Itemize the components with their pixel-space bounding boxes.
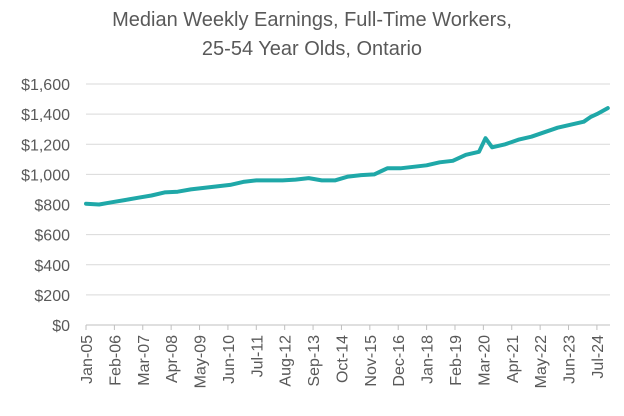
x-tick-label: Mar-07 [136, 335, 153, 386]
y-tick-label: $1,400 [21, 107, 70, 124]
x-tick-label: Jan-18 [420, 335, 437, 384]
x-tick-label: Sep-13 [306, 335, 323, 387]
y-tick-label: $200 [34, 288, 70, 305]
x-tick-label: Jun-10 [221, 335, 238, 384]
x-tick-label: Apr-08 [164, 335, 181, 383]
chart-title-line-2: 25-54 Year Olds, Ontario [201, 38, 423, 60]
x-tick-label: May-09 [193, 335, 210, 388]
x-tick-label: Jul-11 [249, 335, 266, 377]
x-tick-label: Feb-06 [107, 335, 124, 386]
x-tick-label: Nov-15 [363, 335, 380, 387]
y-tick-label: $0 [52, 318, 70, 335]
y-tick-label: $1,600 [21, 77, 70, 94]
x-tick-label: Mar-20 [476, 335, 493, 386]
y-tick-label: $1,000 [21, 167, 70, 184]
x-tick-label: Jul-24 [590, 335, 607, 379]
y-tick-label: $400 [34, 258, 70, 275]
x-tick-label: Apr-21 [505, 335, 522, 383]
series-line [84, 106, 610, 207]
x-tick-label: Jun-23 [562, 335, 579, 384]
x-tick-label: Aug-12 [278, 335, 295, 387]
y-tick-label: $600 [34, 228, 70, 245]
y-tick-label: $800 [34, 198, 70, 215]
y-tick-label: $1,200 [21, 137, 70, 154]
x-tick-label: Oct-14 [334, 335, 351, 383]
x-tick-label: May-22 [533, 335, 550, 388]
x-tick-label: Feb-19 [448, 335, 465, 386]
chart-title-line-1: Median Weekly Earnings, Full-Time Worker… [112, 9, 512, 31]
chart-title: Median Weekly Earnings, Full-Time Worker… [0, 6, 624, 64]
x-tick-label: Jan-05 [79, 335, 96, 384]
x-tick-label: Dec-16 [391, 335, 408, 387]
